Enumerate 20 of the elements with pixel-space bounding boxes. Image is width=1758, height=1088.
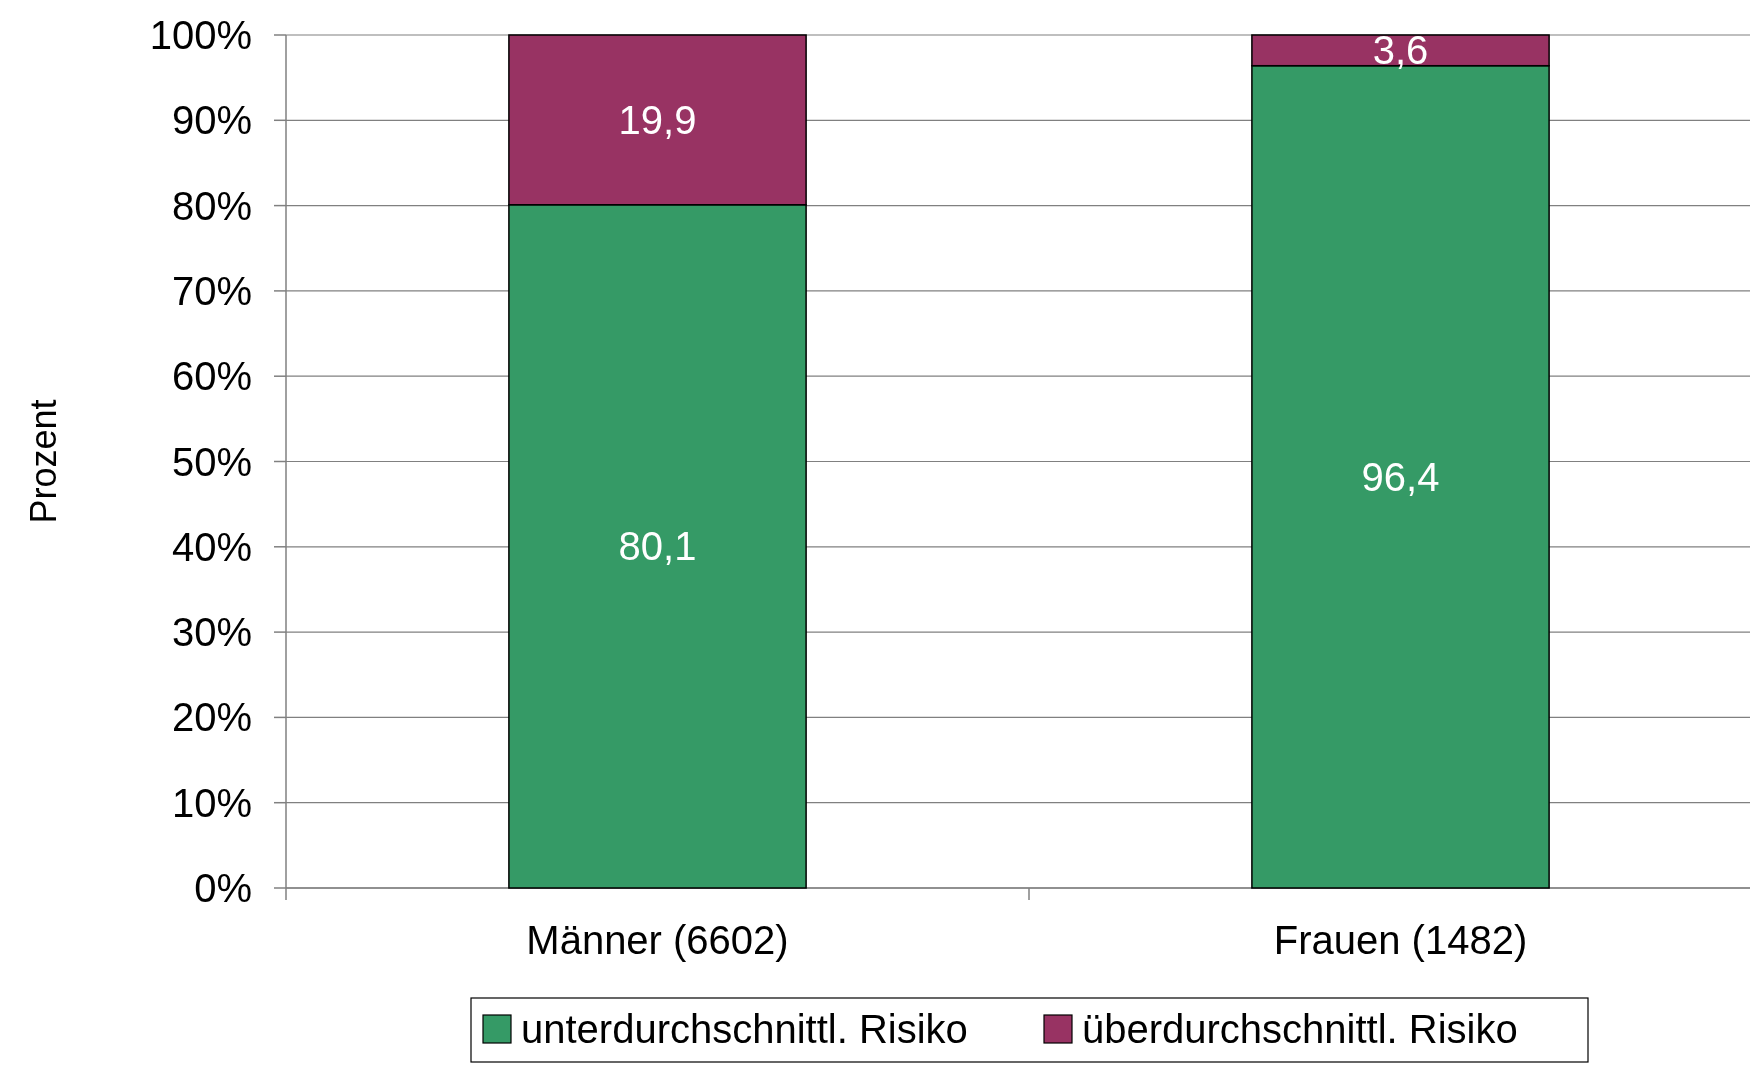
y-tick-label: 30%	[171, 610, 252, 655]
y-tick-label: 100%	[149, 13, 252, 57]
data-label: 3,6	[1372, 28, 1429, 73]
y-tick-label: 60%	[171, 354, 252, 399]
legend-label: überdurchschnittl. Risiko	[1082, 1007, 1518, 1051]
y-tick-label: 80%	[171, 183, 252, 228]
data-label: 96,4	[1361, 454, 1440, 499]
data-label: 80,1	[618, 524, 697, 569]
y-tick-label: 20%	[171, 695, 252, 740]
y-tick-label: 70%	[171, 268, 252, 313]
legend-label: unterdurchschnittl. Risiko	[521, 1007, 968, 1051]
y-axis-title: Prozent	[23, 399, 64, 524]
y-tick-label: 0%	[194, 866, 252, 910]
y-tick-label: 90%	[171, 98, 252, 143]
x-tick-label: Frauen (1482)	[1273, 918, 1528, 962]
y-tick-label: 40%	[171, 524, 252, 569]
data-label: 19,9	[618, 97, 697, 142]
y-tick-label: 10%	[171, 780, 252, 825]
y-tick-label: 50%	[171, 439, 252, 484]
x-tick-label: Männer (6602)	[526, 918, 789, 962]
